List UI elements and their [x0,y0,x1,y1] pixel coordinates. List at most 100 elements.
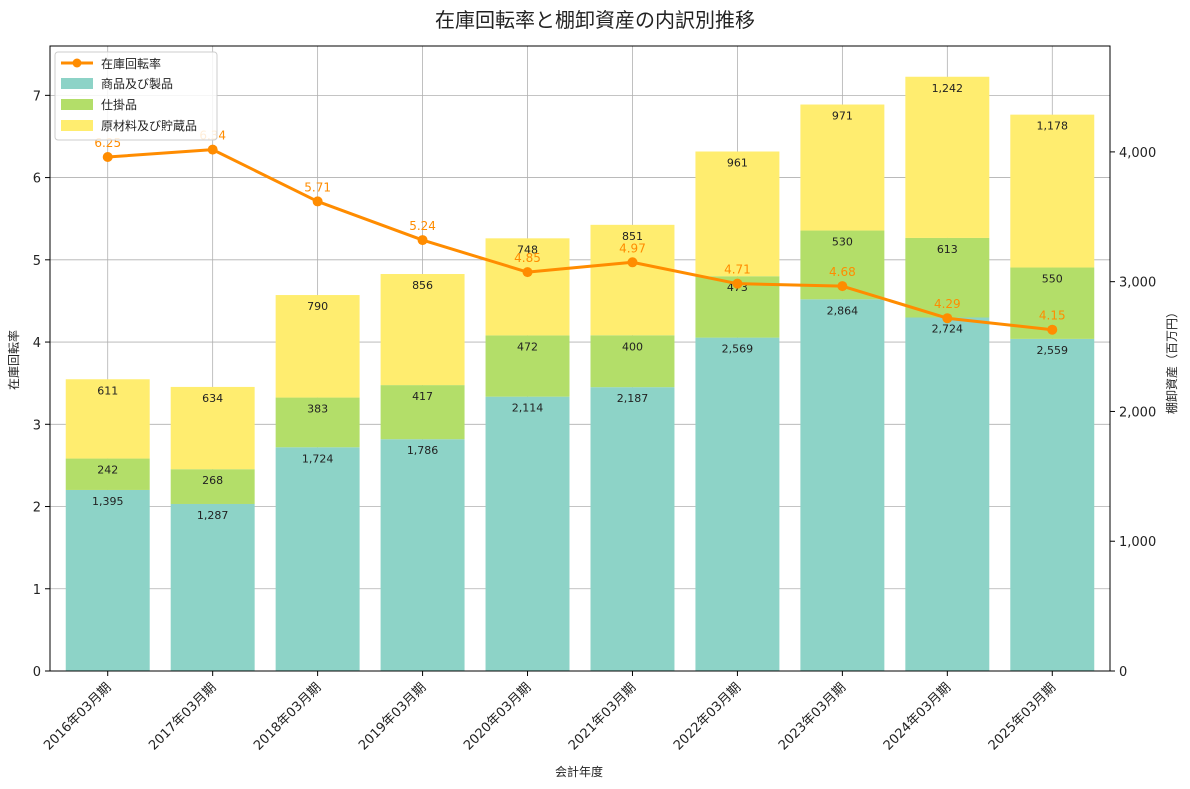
bar-label-1-4: 1,786 [407,444,439,457]
line-point-2 [207,144,218,155]
tick-label-x-7: 2022年03月期 [671,680,744,753]
tick-label-x-5: 2020年03月期 [461,680,534,753]
bar-2-3 [275,397,360,448]
tick-label-x-4: 2019年03月期 [356,680,429,753]
bar-3-9 [905,76,990,238]
bar-label-1-2: 1,287 [197,509,229,522]
tick-label-left-6: 6 [33,172,41,187]
bar-label-2-5: 472 [517,340,538,353]
line-label-10: 4.15 [1039,309,1066,323]
line-point-5 [522,267,533,278]
bar-2-9 [905,237,990,318]
bar-label-2-6: 400 [622,340,643,353]
line-point-8 [837,281,848,292]
line-label-3: 5.71 [304,180,331,194]
bar-1-5 [485,396,570,671]
bar-label-3-10: 1,178 [1037,120,1069,133]
tick-label-left-3: 3 [33,418,41,433]
tick-label-left-5: 5 [33,254,41,269]
tick-label-x-10: 2025年03月期 [986,680,1059,753]
line-label-8: 4.68 [829,265,856,279]
tick-label-x-9: 2024年03月期 [881,680,954,753]
tick-label-x-3: 2018年03月期 [251,680,324,753]
bar-label-1-7: 2,569 [722,343,754,356]
bar-label-1-1: 1,395 [92,495,124,508]
tick-label-right-2: 2,000 [1119,405,1156,420]
tick-label-x-1: 2016年03月期 [41,680,114,753]
plot-frame [49,45,1111,672]
line-point-1 [102,152,113,163]
line-label-7: 4.71 [724,263,751,277]
bar-3-3 [275,295,360,398]
bar-label-1-8: 2,864 [827,304,859,317]
legend-swatch-3 [61,120,93,131]
bar-3-10 [1010,114,1095,268]
bar-label-2-3: 383 [307,403,328,416]
legend-label-1: 商品及び製品 [101,76,173,91]
line-label-6: 4.97 [619,241,646,255]
tick-label-right-1: 1,000 [1119,535,1156,550]
bar-1-8 [800,299,885,671]
tick-label-right-4: 4,000 [1119,146,1156,161]
bar-3-7 [695,151,780,277]
tick-label-right-0: 0 [1119,665,1127,680]
bar-2-1 [65,458,150,490]
bar-3-8 [800,104,885,231]
bar-label-3-6: 851 [622,230,643,243]
tick-label-right-3: 3,000 [1119,276,1156,291]
bar-label-3-3: 790 [307,300,328,313]
tick-label-left-1: 1 [33,583,41,598]
bar-label-2-9: 613 [937,243,958,256]
legend-box [54,51,218,141]
bar-1-9 [905,317,990,671]
tick-label-x-6: 2021年03月期 [566,680,639,753]
bar-3-6 [590,224,675,336]
bar-label-1-5: 2,114 [512,402,544,415]
bar-1-3 [275,447,360,671]
bar-2-2 [170,469,255,504]
bar-2-4 [380,385,465,440]
legend-swatch-1 [61,78,93,89]
bar-label-1-3: 1,724 [302,452,334,465]
line-label-4: 5.24 [409,219,436,233]
bar-label-2-1: 242 [97,464,118,477]
bar-label-3-2: 634 [202,392,223,405]
line-point-7 [732,278,743,289]
bar-1-7 [695,337,780,671]
line-point-4 [417,235,428,246]
chart-title: 在庫回転率と棚卸資産の内訳別推移 [435,8,755,32]
line-path [107,148,1053,332]
bar-3-5 [485,238,570,336]
bar-3-2 [170,386,255,470]
bar-1-10 [1010,338,1095,671]
bar-label-3-9: 1,242 [932,82,964,95]
bar-1-2 [170,503,255,671]
tick-label-left-4: 4 [33,336,41,351]
bar-3-4 [380,274,465,386]
bar-label-2-4: 417 [412,390,433,403]
y-axis-right-label: 棚卸資産（百万円） [1164,306,1179,414]
bar-3-1 [65,379,150,459]
tick-label-x-8: 2023年03月期 [776,680,849,753]
bar-label-3-8: 971 [832,110,853,123]
bar-2-5 [485,335,570,397]
bar-label-1-10: 2,559 [1037,344,1069,357]
legend-swatch-marker [72,58,82,68]
bar-label-1-6: 2,187 [617,392,649,405]
legend-label-2: 仕掛品 [101,97,137,112]
line-point-3 [312,196,323,207]
bar-label-3-7: 961 [727,157,748,170]
bar-label-2-10: 550 [1042,273,1063,286]
y-axis-left-label: 在庫回転率 [6,330,21,390]
bar-label-3-5: 748 [517,243,538,256]
bar-labels: 1,395 1,287 1,724 1,786 2,114 2,187 2,569 2,864… [92,82,1068,522]
bar-label-2-8: 530 [832,236,853,249]
tick-label-x-2: 2017年03月期 [146,680,219,753]
line-label-5: 4.85 [514,251,541,265]
line-label-9: 4.29 [934,297,961,311]
legend-label-3: 原材料及び貯蔵品 [101,119,197,133]
tick-label-left-0: 0 [33,665,41,680]
bar-1-6 [590,387,675,671]
bars [65,76,1095,671]
bar-label-3-4: 856 [412,279,433,292]
